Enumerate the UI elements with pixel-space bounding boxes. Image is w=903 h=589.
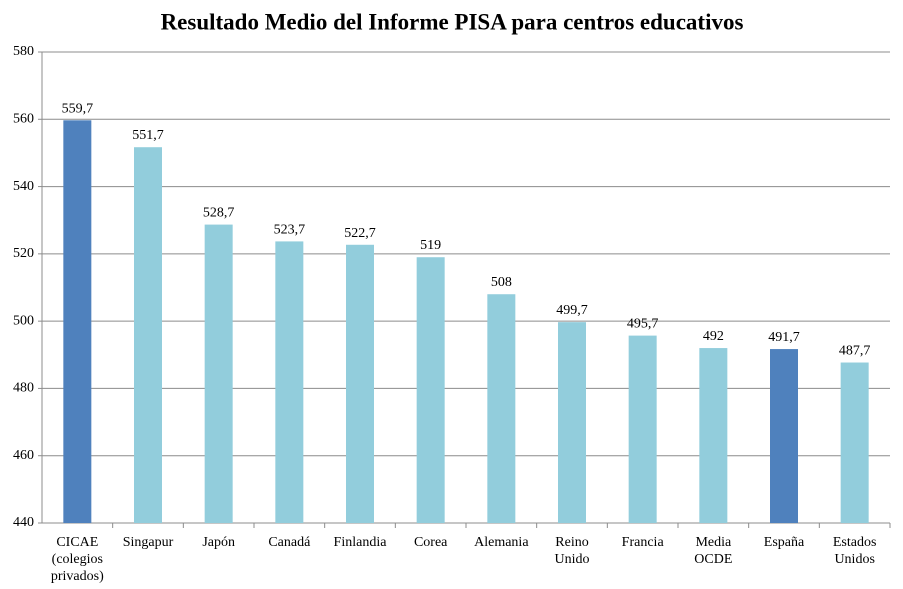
bar: [63, 120, 92, 524]
y-tick-label: 440: [13, 515, 34, 530]
value-label: 528,7: [203, 206, 235, 221]
value-label: 522,7: [344, 226, 376, 241]
y-tick-label: 580: [13, 44, 34, 59]
bar: [840, 362, 869, 523]
bar: [416, 257, 445, 523]
value-label: 508: [491, 275, 512, 290]
value-label: 499,7: [556, 303, 588, 318]
chart-title: Resultado Medio del Informe PISA para ce…: [161, 9, 744, 34]
bar: [346, 244, 374, 524]
value-label: 495,7: [627, 317, 659, 332]
bar: [558, 322, 586, 523]
value-label: 559,7: [62, 101, 94, 116]
x-tick-label: Corea: [414, 535, 448, 550]
x-tick-label: Media OCDE: [694, 535, 732, 567]
x-tick-label: Canadá: [268, 535, 311, 550]
x-tick-label: CICAE (colegios privados): [51, 535, 104, 584]
value-label: 523,7: [274, 222, 306, 237]
bar: [699, 348, 728, 523]
x-tick-label: Francia: [622, 535, 665, 550]
x-tick-label: Estados Unidos: [833, 535, 877, 567]
x-tick-label: España: [764, 535, 805, 550]
y-tick-label: 480: [13, 381, 34, 396]
bar: [134, 147, 162, 523]
x-tick-label: Alemania: [474, 535, 529, 550]
bar: [770, 349, 798, 523]
x-tick-label: Reino Unido: [555, 535, 590, 567]
y-tick-label: 560: [13, 112, 34, 127]
x-tick-label: Finlandia: [334, 535, 388, 550]
bar: [628, 335, 657, 523]
x-tick-label: Singapur: [123, 535, 174, 550]
value-label: 551,7: [132, 128, 164, 143]
y-tick-label: 540: [13, 179, 34, 194]
y-tick-label: 500: [13, 313, 34, 328]
x-tick-label: Japón: [202, 535, 235, 550]
value-label: 519: [420, 238, 441, 253]
bar: [275, 241, 304, 523]
bar: [204, 224, 233, 523]
value-label: 487,7: [839, 344, 871, 359]
value-label: 492: [703, 329, 724, 344]
value-label: 491,7: [768, 330, 800, 345]
bar: [487, 294, 516, 523]
y-tick-label: 520: [13, 246, 34, 261]
y-tick-label: 460: [13, 448, 34, 463]
